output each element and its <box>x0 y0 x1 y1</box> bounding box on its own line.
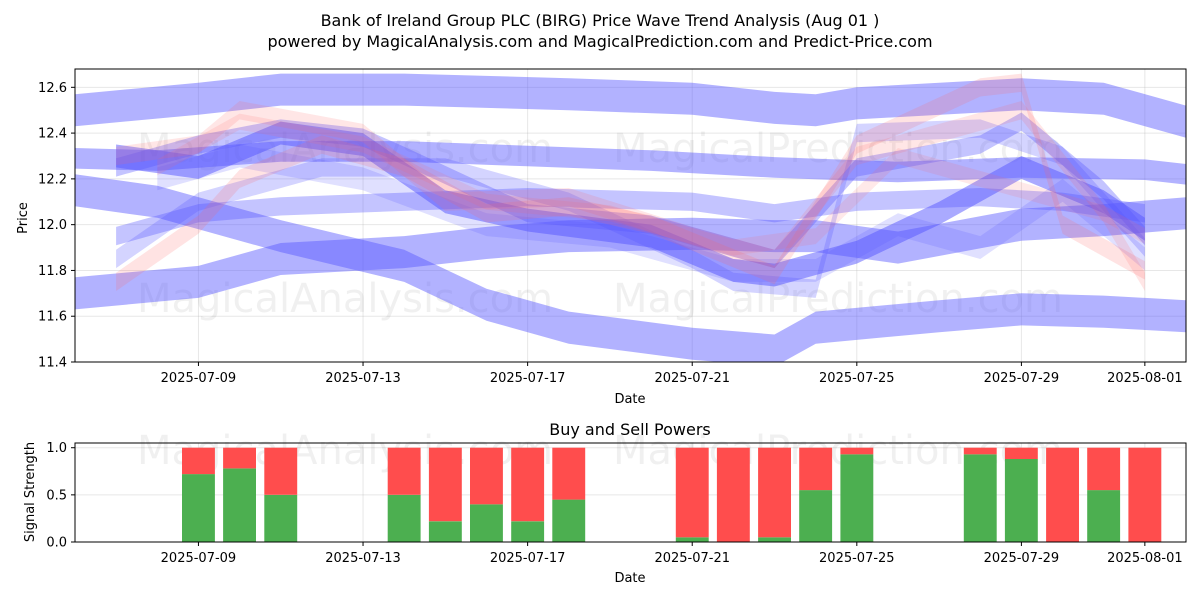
price-x-label: Date <box>614 392 645 407</box>
buy-bar <box>963 454 997 542</box>
signal-x-tick-label: 2025-08-01 <box>1107 551 1183 566</box>
price-y-tick-label: 11.6 <box>38 310 67 325</box>
price-watermark-4: MagicalPrediction.com <box>613 276 1063 322</box>
price-y-tick-label: 12.2 <box>38 172 67 187</box>
buy-bar <box>840 454 874 542</box>
price-x-tick-label: 2025-07-29 <box>984 371 1060 386</box>
price-ticks: 2025-07-09 2025-07-13 2025-07-17 2025-07-21… <box>38 81 1183 386</box>
price-y-tick-label: 12.0 <box>38 218 67 233</box>
sell-bar <box>799 447 833 491</box>
sell-bar <box>1046 447 1079 542</box>
sell-bar <box>716 447 750 542</box>
sell-bar <box>1004 447 1038 459</box>
price-x-tick-label: 2025-07-09 <box>161 371 237 386</box>
chart-subtitle: powered by MagicalAnalysis.com and Magic… <box>267 32 932 51</box>
sell-bar <box>1128 447 1162 542</box>
sell-bar <box>182 447 215 475</box>
price-band-2 <box>75 197 1186 310</box>
buy-bar <box>511 521 545 542</box>
price-y-tick-label: 11.8 <box>38 264 67 279</box>
signal-y-tick-label: 0.5 <box>46 488 67 503</box>
price-bands <box>75 73 1186 362</box>
signal-x-tick-label: 2025-07-25 <box>819 551 895 566</box>
signal-ticks: 2025-07-09 2025-07-13 2025-07-17 2025-07-21… <box>46 441 1182 566</box>
sell-bar <box>511 447 545 522</box>
signal-x-tick-label: 2025-07-09 <box>161 551 237 566</box>
buy-bar <box>1004 459 1038 542</box>
buy-bar <box>387 494 421 542</box>
price-axes-frame <box>74 68 1187 363</box>
buy-bar <box>428 521 462 542</box>
price-y-tick-label: 12.6 <box>38 81 67 96</box>
price-grid <box>75 69 1186 363</box>
buy-bar <box>675 537 709 542</box>
signal-y-tick-label: 0.0 <box>46 536 67 551</box>
price-x-tick-label: 2025-07-17 <box>490 371 566 386</box>
signal-y-tick-label: 1.0 <box>46 441 67 456</box>
price-band-1 <box>75 73 1186 138</box>
price-band-8 <box>116 119 1145 298</box>
sell-bar <box>428 447 462 522</box>
buy-bar <box>799 490 833 542</box>
price-band-12 <box>157 113 1145 256</box>
sell-bar <box>223 447 256 469</box>
sell-bar <box>675 447 709 538</box>
price-watermark-3: MagicalAnalysis.com <box>137 276 553 322</box>
chart-title: Bank of Ireland Group PLC (BIRG) Price W… <box>321 11 880 30</box>
sell-bar <box>963 447 997 455</box>
price-band-9 <box>157 144 1145 282</box>
buy-bar <box>552 499 586 542</box>
price-wave-chart: MagicalAnalysis.com MagicalPrediction.co… <box>16 68 1187 407</box>
sell-bar <box>387 447 421 495</box>
signal-x-tick-label: 2025-07-13 <box>325 551 401 566</box>
sell-bar <box>470 447 503 505</box>
price-band-10 <box>116 73 1145 291</box>
price-y-tick-label: 11.4 <box>38 356 67 371</box>
buy-bar <box>758 537 791 542</box>
buy-bar <box>470 504 503 542</box>
price-x-tick-label: 2025-08-01 <box>1107 371 1183 386</box>
price-y-tick-label: 12.4 <box>38 127 67 142</box>
price-x-tick-label: 2025-07-25 <box>819 371 895 386</box>
buy-sell-chart: Buy and Sell Powers MagicalAnalysis.com … <box>23 420 1187 586</box>
price-watermark-2: MagicalPrediction.com <box>613 126 1063 172</box>
price-band-3 <box>75 174 1186 362</box>
price-x-tick-label: 2025-07-21 <box>654 371 730 386</box>
price-band-7 <box>116 188 1145 246</box>
buy-bar <box>182 474 215 542</box>
signal-x-tick-label: 2025-07-21 <box>654 551 730 566</box>
sell-bar <box>840 447 874 455</box>
signal-y-label: Signal Strength <box>23 442 38 542</box>
signal-x-tick-label: 2025-07-29 <box>984 551 1060 566</box>
sell-bar <box>758 447 791 538</box>
buy-bar <box>223 468 256 542</box>
buy-sell-title: Buy and Sell Powers <box>549 420 711 439</box>
price-band-11 <box>116 101 1145 291</box>
buy-bar <box>1087 490 1121 542</box>
signal-x-tick-label: 2025-07-17 <box>490 551 566 566</box>
price-band-5 <box>116 121 1145 287</box>
price-x-tick-label: 2025-07-13 <box>325 371 401 386</box>
signal-x-label: Date <box>614 571 645 586</box>
sell-bar <box>552 447 586 500</box>
buy-bar <box>264 494 298 542</box>
sell-bar <box>264 447 298 495</box>
price-y-label: Price <box>16 202 31 234</box>
signal-bars <box>182 447 1162 542</box>
sell-bar <box>1087 447 1121 491</box>
signal-axes-frame <box>74 442 1187 543</box>
